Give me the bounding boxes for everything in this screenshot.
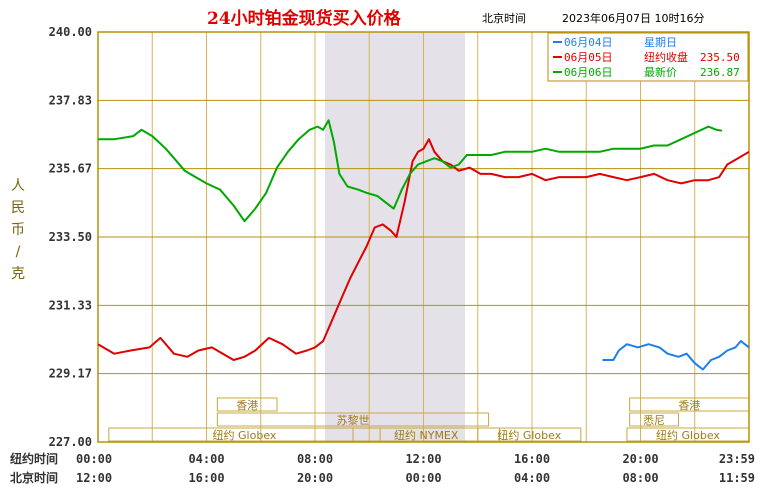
plot-border xyxy=(97,31,750,443)
session-ny-nymex-label: 纽约 NYMEX xyxy=(394,428,459,442)
session-zurich-box xyxy=(216,412,490,427)
legend-label: 星期日 xyxy=(644,36,677,49)
x-tick-label-bj: 11:59 xyxy=(719,471,755,485)
y-tick-label: 233.50 xyxy=(49,230,92,244)
session-zurich-label: 苏黎世 xyxy=(336,413,369,427)
x-tick-label-bj: 00:00 xyxy=(405,471,441,485)
legend-label: 最新价 xyxy=(644,65,677,79)
session-hk-label: 香港 xyxy=(236,399,258,412)
x-tick-label-bj: 16:00 xyxy=(188,471,224,485)
y-tick-label: 237.83 xyxy=(49,93,92,107)
legend: 06月04日 星期日 06月05日 纽约收盘 235.50 06月06日 最新价 236.87 xyxy=(547,32,749,82)
session-ny-globex-box xyxy=(477,427,582,442)
x-tick-label-ny: 00:00 xyxy=(76,452,112,466)
y-tick-label: 229.17 xyxy=(49,367,92,381)
timezone-label: 北京时间 xyxy=(482,11,526,25)
y-label-char: 民 xyxy=(11,200,25,216)
x-tick-label-ny: 20:00 xyxy=(622,452,658,466)
x-tick-label-ny: 16:00 xyxy=(514,452,550,466)
y-label-char: 克 xyxy=(11,266,25,282)
y-label-char: / xyxy=(16,244,21,260)
row-label-ny: 纽约时间 xyxy=(10,451,58,466)
horizontal-gridlines xyxy=(98,99,749,375)
series-line xyxy=(97,138,750,361)
x-tick-label-bj: 12:00 xyxy=(76,471,112,485)
y-axis-ticks: 240.00 237.83 235.67 233.50 231.33 229.17 227.… xyxy=(49,25,92,449)
session-hk-box xyxy=(216,397,278,412)
session-sydney-box xyxy=(629,412,679,427)
row-label-bj: 北京时间 xyxy=(10,470,58,485)
x-tick-label-bj: 20:00 xyxy=(297,471,333,485)
y-tick-label: 235.67 xyxy=(49,162,92,176)
x-axis-ticks: 00:00 12:00 04:00 16:00 08:00 20:00 12:00 00:00… xyxy=(76,452,755,485)
x-tick-label-ny: 08:00 xyxy=(297,452,333,466)
x-tick-label-bj: 08:00 xyxy=(622,471,658,485)
session-sydney-label: 悉尼 xyxy=(643,414,665,427)
legend-date: 06月04日 xyxy=(564,36,613,49)
session-hk-label: 香港 xyxy=(678,399,700,412)
x-tick-label-ny: 04:00 xyxy=(188,452,224,466)
y-label-char: 人 xyxy=(11,178,25,194)
y-axis-label: 人民币 / 克 xyxy=(11,178,25,282)
y-tick-label: 240.00 xyxy=(49,25,92,39)
legend-box xyxy=(547,32,749,82)
series-line xyxy=(98,119,723,223)
legend-label: 纽约收盘 xyxy=(644,50,688,64)
price-series xyxy=(97,119,750,371)
session-ny-globex-box xyxy=(108,427,381,442)
y-tick-label: 227.00 xyxy=(49,435,92,449)
legend-date: 06月06日 xyxy=(564,66,613,79)
y-tick-label: 231.33 xyxy=(49,298,92,312)
x-tick-label-ny: 12:00 xyxy=(405,452,441,466)
legend-date: 06月05日 xyxy=(564,51,613,64)
x-tick-label-bj: 04:00 xyxy=(514,471,550,485)
legend-value: 236.87 xyxy=(700,66,740,79)
legend-value: 235.50 xyxy=(700,51,740,64)
chart-title: 24小时铂金现货买入价格 xyxy=(207,8,402,29)
x-tick-label-ny: 23:59 xyxy=(719,452,755,466)
series-line xyxy=(602,340,750,371)
datetime-stamp: 2023年06月07日 10时16分 xyxy=(562,11,704,25)
session-ny-globex-label: 纽约 Globex xyxy=(497,428,561,442)
session-ny-nymex-box xyxy=(352,427,500,442)
y-label-char: 币 xyxy=(11,222,25,238)
session-ny-globex-label: 纽约 Globex xyxy=(656,428,720,442)
session-ny-globex-label: 纽约 Globex xyxy=(213,428,277,442)
